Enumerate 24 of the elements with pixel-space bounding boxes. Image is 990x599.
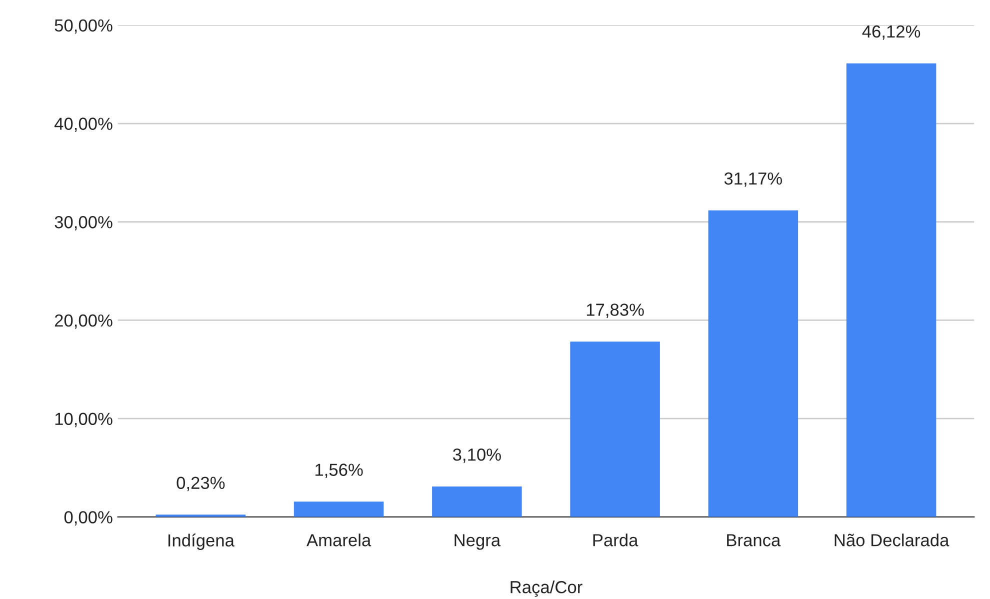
data-label: 0,23% xyxy=(176,476,225,492)
data-label: 1,56% xyxy=(316,464,363,478)
data-label: 3,10% xyxy=(452,448,501,463)
y-tick-label: 50,00% xyxy=(54,19,112,34)
bar xyxy=(846,63,936,517)
y-tick-label: 40,00% xyxy=(54,118,112,132)
data-label: 17,83% xyxy=(586,304,644,318)
bar xyxy=(708,210,798,517)
y-tick-label: 30,00% xyxy=(54,216,112,230)
x-tick-label: Negra xyxy=(454,534,501,550)
bar xyxy=(570,342,660,517)
bar xyxy=(294,502,384,517)
x-tick-label: Parda xyxy=(593,534,638,546)
x-tick-label: Branca xyxy=(727,534,781,546)
y-tick-label: 20,00% xyxy=(54,314,112,329)
y-tick-label: 0,00% xyxy=(64,511,112,526)
bar xyxy=(432,486,522,517)
x-tick-label: Indígena xyxy=(168,534,234,550)
data-label: 31,17% xyxy=(724,172,782,187)
data-label: 46,12% xyxy=(862,25,920,40)
x-tick-label: Amarela xyxy=(306,534,372,546)
y-tick-label: 10,00% xyxy=(55,412,112,428)
x-tick-label: Não Declarada xyxy=(834,534,950,546)
x-axis-title: Raça/Cor xyxy=(510,580,582,597)
